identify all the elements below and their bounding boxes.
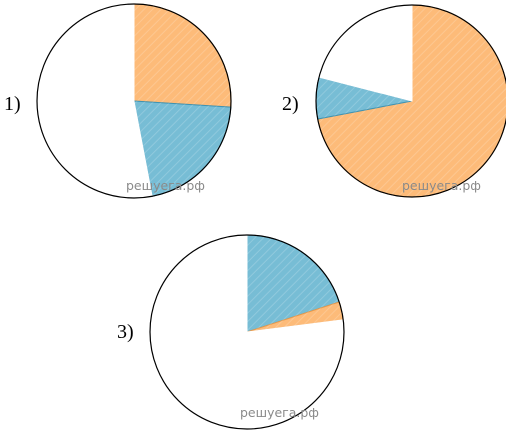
- watermark-1: решуега.рф: [126, 178, 205, 193]
- pie-1-slice-blue-texture: [134, 101, 231, 197]
- pie-chart-1: 1) решуега.рф: [4, 3, 232, 199]
- pie-3-slice-orange-texture: [247, 302, 344, 332]
- pie-label-1: 1): [4, 93, 21, 115]
- pie-chart-2: 2) решуега.рф: [282, 4, 506, 198]
- pie-1-outline: [36, 3, 232, 199]
- pie-3-slice-blue-texture: [247, 235, 340, 332]
- pie-2-slice-orange-texture: [317, 5, 506, 197]
- watermark-3: решуега.рф: [240, 405, 319, 420]
- pie-2-slice-blue-texture: [316, 77, 412, 119]
- pie-3-outline: [149, 234, 345, 430]
- pie-label-3: 3): [117, 321, 134, 343]
- pie-label-2: 2): [282, 93, 299, 115]
- pie-1-slice-orange-texture: [134, 4, 232, 108]
- watermark-2: решуега.рф: [402, 178, 481, 193]
- pie-2-outline: [315, 4, 506, 198]
- pie-chart-3: 3) решуега.рф: [117, 234, 345, 430]
